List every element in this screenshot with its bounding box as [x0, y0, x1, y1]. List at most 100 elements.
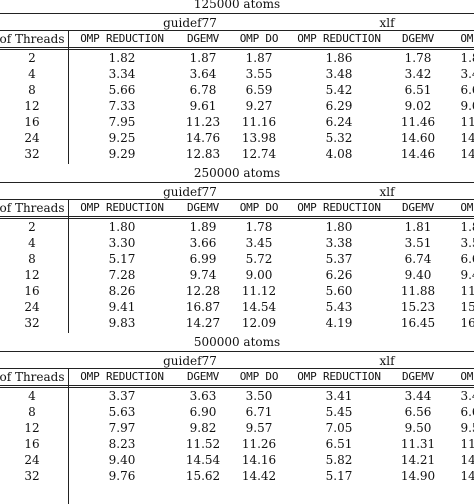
table-cell: 9.4: [460, 268, 474, 282]
table-cell: 11.12: [241, 284, 277, 298]
table-cell: 7.33: [108, 99, 136, 113]
table-cell: 1.8: [460, 220, 474, 234]
table-cell: 5.17: [108, 252, 136, 266]
table-cell: 24: [24, 453, 40, 467]
table-row: 2 1.82 1.87 1.87 1.86 1.78 1.8: [0, 50, 474, 66]
table-cell: 14.: [460, 453, 474, 467]
table-cell: 32: [24, 316, 40, 330]
table-cell: 14.: [460, 131, 474, 145]
table-cell: 16: [24, 115, 40, 129]
header-rule: [0, 216, 474, 217]
table-cell: 3.5: [460, 236, 474, 250]
table-cell: 9.74: [189, 268, 217, 282]
table-cell: 12: [24, 421, 40, 435]
group-rule: [0, 199, 474, 200]
table-cell: 1.78: [404, 51, 432, 65]
column-header: OMP REDUCTION: [80, 370, 164, 383]
table-cell: 3.41: [325, 389, 353, 403]
table-cell: 16: [24, 437, 40, 451]
table-cell: 14.: [460, 147, 474, 161]
table-cell: 5.32: [325, 131, 353, 145]
table-cell: 3.64: [189, 67, 217, 81]
column-header: DGEMV: [401, 32, 435, 45]
table-row: 24 9.40 14.54 14.16 5.82 14.21 14.: [0, 452, 474, 468]
header-rule: [0, 387, 474, 388]
table-row: 16 8.26 12.28 11.12 5.60 11.88 11.: [0, 283, 474, 299]
table-cell: 5.60: [325, 284, 353, 298]
table-cell: 8.26: [108, 284, 136, 298]
group-rule: [0, 368, 474, 369]
table-cell: 3.44: [404, 389, 432, 403]
column-header: OMP: [460, 201, 474, 214]
table-row: 4 3.34 3.64 3.55 3.48 3.42 3.4: [0, 66, 474, 82]
table-cell: 9.50: [404, 421, 432, 435]
column-header: of Threads: [0, 32, 65, 46]
table-cell: 8.23: [108, 437, 136, 451]
table-cell: 7.95: [108, 115, 136, 129]
top-rule: [0, 182, 474, 183]
table-cell: 3.4: [460, 67, 474, 81]
table-cell: 11.: [460, 437, 474, 451]
table-cell: 14.54: [241, 300, 277, 314]
table-cell: 3.50: [245, 389, 273, 403]
column-separator: [68, 199, 69, 333]
table-cell: 6.6: [460, 405, 474, 419]
table-cell: 6.74: [404, 252, 432, 266]
table-cell: 11.: [460, 284, 474, 298]
header-rule: [0, 49, 474, 50]
column-header: DGEMV: [186, 370, 220, 383]
table-row: 32 9.29 12.83 12.74 4.08 14.46 14.: [0, 146, 474, 162]
table-cell: 9.40: [108, 453, 136, 467]
table-cell: 6.90: [189, 405, 217, 419]
table-row: 8 5.66 6.78 6.59 5.42 6.51 6.6: [0, 82, 474, 98]
column-header: OMP REDUCTION: [297, 32, 381, 45]
table-cell: 14.90: [400, 469, 436, 483]
table-cell: 2: [28, 51, 36, 65]
column-header: DGEMV: [401, 201, 435, 214]
table-row: 2 1.80 1.89 1.78 1.80 1.81 1.8: [0, 219, 474, 235]
table-cell: 4.08: [325, 147, 353, 161]
table-cell: 11.26: [241, 437, 277, 451]
table-cell: 13.98: [241, 131, 277, 145]
table-row: 16 8.23 11.52 11.26 6.51 11.31 11.: [0, 436, 474, 452]
table-cell: 6.71: [245, 405, 273, 419]
table-cell: 3.34: [108, 67, 136, 81]
table-cell: 9.76: [108, 469, 136, 483]
table-cell: 32: [24, 147, 40, 161]
table-title: 250000 atoms: [193, 166, 281, 180]
table-cell: 4: [28, 67, 36, 81]
table-cell: 9.0: [460, 99, 474, 113]
table-cell: 6.51: [404, 83, 432, 97]
table-cell: 1.8: [460, 51, 474, 65]
table-cell: 9.29: [108, 147, 136, 161]
table-cell: 6.6: [460, 83, 474, 97]
group-header: xlf: [379, 16, 395, 30]
table-cell: 11.: [460, 115, 474, 129]
column-header: DGEMV: [401, 370, 435, 383]
table-cell: 14.76: [185, 131, 221, 145]
table-cell: 14.46: [400, 147, 436, 161]
table-cell: 5.72: [245, 252, 273, 266]
table-cell: 8: [28, 405, 36, 419]
table-cell: 6.56: [404, 405, 432, 419]
table-cell: 9.27: [245, 99, 273, 113]
table-cell: 3.45: [245, 236, 273, 250]
table-cell: 3.51: [404, 236, 432, 250]
table-cell: 7.28: [108, 268, 136, 282]
table-cell: 9.57: [245, 421, 273, 435]
table-cell: 9.5: [460, 421, 474, 435]
table-row: 16 7.95 11.23 11.16 6.24 11.46 11.: [0, 114, 474, 130]
table-row: 12 7.33 9.61 9.27 6.29 9.02 9.0: [0, 98, 474, 114]
table-cell: 5.82: [325, 453, 353, 467]
table-cell: 14.: [460, 469, 474, 483]
table-cell: 6.26: [325, 268, 353, 282]
table-cell: 6.51: [325, 437, 353, 451]
table-cell: 3.63: [189, 389, 217, 403]
table-cell: 9.25: [108, 131, 136, 145]
group-header: guidef77: [163, 16, 217, 30]
table-section: 125000 atoms guidef77 xlf of Threads OMP RED…: [0, 0, 474, 164]
table-cell: 9.02: [404, 99, 432, 113]
table-cell: 12.74: [241, 147, 277, 161]
column-separator: [68, 30, 69, 164]
